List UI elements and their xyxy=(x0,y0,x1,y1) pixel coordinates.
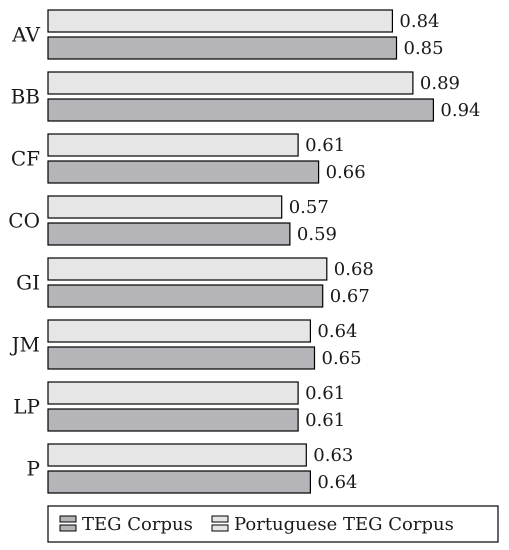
data-label: 0.94 xyxy=(440,100,480,121)
data-label: 0.59 xyxy=(297,224,337,245)
category-label: LP xyxy=(13,395,40,419)
bar xyxy=(47,9,393,33)
data-label: 0.61 xyxy=(305,383,345,404)
bar xyxy=(47,257,328,281)
legend-swatch xyxy=(211,524,229,532)
bar xyxy=(47,133,299,157)
data-label: 0.63 xyxy=(313,445,353,466)
data-label: 0.68 xyxy=(334,259,374,280)
data-label: 0.61 xyxy=(305,135,345,156)
bar xyxy=(47,160,320,184)
category-label: P xyxy=(27,457,40,481)
legend-swatch xyxy=(59,524,77,532)
legend-swatch xyxy=(59,515,77,523)
bars-layer: AV 0.84 0.85 BB 0.89 0.94 CF 0.61 0.66 CO 0.57 0.59… xyxy=(8,9,480,494)
bar xyxy=(47,346,316,370)
data-label: 0.65 xyxy=(322,348,362,369)
legend-label: TEG Corpus xyxy=(82,514,193,535)
bar xyxy=(47,408,299,432)
data-label: 0.85 xyxy=(404,38,444,59)
bar xyxy=(47,98,434,122)
bar xyxy=(47,319,311,343)
bar xyxy=(47,284,324,308)
category-label: BB xyxy=(11,85,40,109)
legend: TEG Corpus Portuguese TEG Corpus xyxy=(47,505,499,543)
data-label: 0.67 xyxy=(330,286,370,307)
data-label: 0.84 xyxy=(399,11,439,32)
category-label: GI xyxy=(16,271,40,295)
data-label: 0.64 xyxy=(317,321,357,342)
bar xyxy=(47,443,307,467)
category-label: CF xyxy=(11,147,40,171)
legend-box xyxy=(47,505,499,543)
data-label: 0.61 xyxy=(305,410,345,431)
bar xyxy=(47,195,283,219)
bar xyxy=(47,381,299,405)
data-label: 0.64 xyxy=(317,472,357,493)
category-label: AV xyxy=(11,23,40,47)
data-label: 0.66 xyxy=(326,162,366,183)
legend-swatch xyxy=(211,515,229,523)
bar xyxy=(47,470,311,494)
category-label: JM xyxy=(10,333,41,357)
legend-label: Portuguese TEG Corpus xyxy=(234,514,454,535)
bar xyxy=(47,71,414,95)
category-label: CO xyxy=(8,209,40,233)
bar xyxy=(47,222,291,246)
data-label: 0.57 xyxy=(289,197,329,218)
bar xyxy=(47,36,398,60)
data-label: 0.89 xyxy=(420,73,460,94)
